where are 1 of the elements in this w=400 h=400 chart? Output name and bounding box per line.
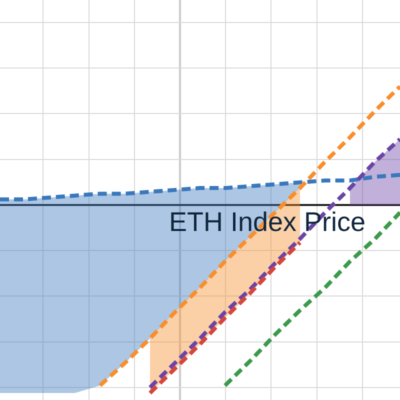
x-axis-title: ETH Index Price [169,207,366,237]
